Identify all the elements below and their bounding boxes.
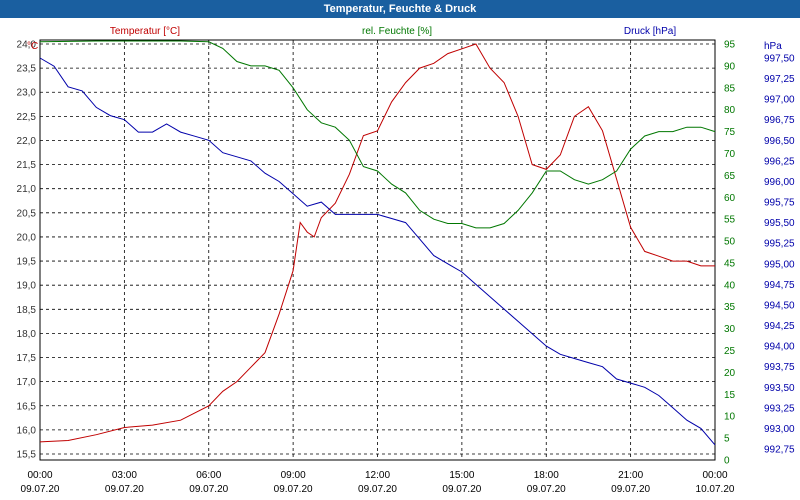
grid-lines — [40, 40, 715, 460]
x-time-tick-label: 12:00 — [365, 470, 390, 481]
humidity-tick-label: 80 — [724, 105, 736, 116]
humidity-tick-label: 40 — [724, 280, 736, 291]
temperature-tick-label: 18,0 — [17, 329, 37, 340]
pressure-tick-label: 997,00 — [764, 95, 795, 106]
temperature-tick-label: 17,0 — [17, 377, 37, 388]
x-date-tick-label: 09.07.20 — [611, 484, 650, 495]
x-time-tick-label: 18:00 — [534, 470, 559, 481]
x-date-tick-label: 10.07.20 — [696, 484, 735, 495]
pressure-tick-label: 993,00 — [764, 424, 795, 435]
temperature-tick-label: 22,0 — [17, 136, 37, 147]
pressure-tick-label: 994,25 — [764, 321, 795, 332]
pressure-tick-label: 993,75 — [764, 362, 795, 373]
x-date-tick-label: 09.07.20 — [21, 484, 60, 495]
humidity-tick-label: 60 — [724, 193, 736, 204]
pressure-tick-label: 994,50 — [764, 300, 795, 311]
pressure-tick-label: 995,00 — [764, 259, 795, 270]
temperature-tick-label: 22,5 — [17, 112, 37, 123]
pressure-tick-label: 996,75 — [764, 115, 795, 126]
humidity-tick-label: 95 — [724, 40, 736, 51]
tick-labels: 15,5 16,0 16,5 17,0 17,5 18,0 18,5 19,0 19,5 20,0… — [17, 40, 795, 496]
x-time-tick-label: 15:00 — [449, 470, 474, 481]
temperature-tick-label: 23,5 — [17, 64, 37, 75]
temperature-tick-label: 20,5 — [17, 208, 37, 219]
pressure-tick-label: 997,50 — [764, 54, 795, 65]
temperature-tick-label: 20,0 — [17, 232, 37, 243]
pressure-tick-label: 996,50 — [764, 136, 795, 147]
humidity-tick-label: 15 — [724, 390, 736, 401]
humidity-tick-label: 35 — [724, 302, 736, 313]
temperature-tick-label: 16,5 — [17, 401, 37, 412]
x-date-tick-label: 09.07.20 — [274, 484, 313, 495]
temperature-tick-label: 15,5 — [17, 450, 37, 461]
temperature-tick-label: 21,0 — [17, 184, 37, 195]
temperature-unit-label: °C — [27, 41, 38, 52]
x-date-tick-label: 09.07.20 — [442, 484, 481, 495]
pressure-tick-label: 995,75 — [764, 198, 795, 209]
x-time-tick-label: 09:00 — [281, 470, 306, 481]
humidity-tick-label: 5 — [724, 434, 730, 445]
pressure-tick-label: 995,25 — [764, 239, 795, 250]
pressure-tick-label: 996,00 — [764, 177, 795, 188]
humidity-tick-label: 65 — [724, 171, 736, 182]
pressure-tick-label: 995,50 — [764, 218, 795, 229]
x-time-tick-label: 06:00 — [196, 470, 221, 481]
legend-temperature: Temperatur [°C] — [110, 26, 180, 37]
pressure-tick-label: 996,25 — [764, 156, 795, 167]
x-date-tick-label: 09.07.20 — [358, 484, 397, 495]
humidity-tick-label: 0 — [724, 456, 730, 467]
temperature-tick-label: 24,0 — [17, 40, 37, 51]
temperature-tick-label: 19,5 — [17, 257, 37, 268]
x-time-tick-label: 00:00 — [27, 470, 52, 481]
pressure-series-line — [39, 57, 716, 446]
humidity-tick-label: 20 — [724, 368, 736, 379]
pressure-tick-label: 994,00 — [764, 342, 795, 353]
pressure-tick-label: 997,25 — [764, 74, 795, 85]
humidity-tick-label: 90 — [724, 61, 736, 72]
humidity-tick-label: 85 — [724, 83, 736, 94]
humidity-tick-label: 50 — [724, 237, 736, 248]
x-time-tick-label: 03:00 — [112, 470, 137, 481]
humidity-tick-label: 30 — [724, 324, 736, 335]
legend-humidity: rel. Feuchte [%] — [362, 26, 432, 37]
humidity-tick-label: 75 — [724, 127, 736, 138]
temperature-tick-label: 21,5 — [17, 160, 37, 171]
temperature-tick-label: 19,0 — [17, 281, 37, 292]
humidity-tick-label: 10 — [724, 412, 736, 423]
x-time-tick-label: 21:00 — [618, 470, 643, 481]
temperature-tick-label: 18,5 — [17, 305, 37, 316]
pressure-tick-label: 994,75 — [764, 280, 795, 291]
humidity-series-line — [39, 40, 716, 229]
x-date-tick-label: 09.07.20 — [527, 484, 566, 495]
humidity-tick-label: 25 — [724, 346, 736, 357]
x-time-tick-label: 00:00 — [702, 470, 727, 481]
pressure-tick-label: 992,75 — [764, 445, 795, 456]
humidity-tick-label: 70 — [724, 149, 736, 160]
temperature-tick-label: 16,0 — [17, 425, 37, 436]
humidity-tick-label: 55 — [724, 215, 736, 226]
pressure-tick-label: 993,50 — [764, 383, 795, 394]
temperature-tick-label: 17,5 — [17, 353, 37, 364]
temperature-tick-label: 23,0 — [17, 88, 37, 99]
pressure-tick-label: 993,25 — [764, 403, 795, 414]
humidity-tick-label: 45 — [724, 258, 736, 269]
x-date-tick-label: 09.07.20 — [189, 484, 228, 495]
pressure-unit-label: hPa — [764, 41, 782, 52]
series-lines — [39, 40, 716, 446]
chart-title: Temperatur, Feuchte & Druck — [0, 0, 800, 18]
temperature-series-line — [39, 43, 715, 443]
x-date-tick-label: 09.07.20 — [105, 484, 144, 495]
legend-pressure: Druck [hPa] — [624, 26, 676, 37]
